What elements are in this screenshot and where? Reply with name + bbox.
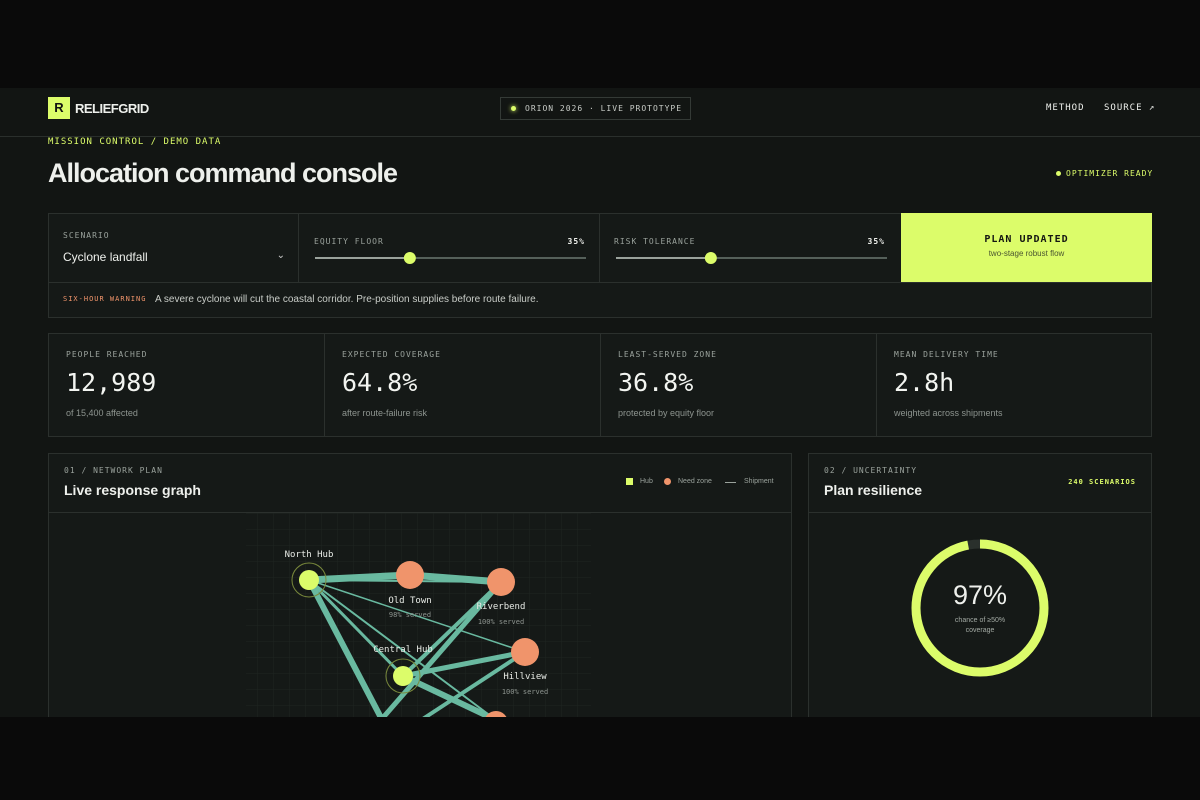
kpi-value: 12,989	[66, 368, 157, 397]
node-label: North Hub	[285, 550, 334, 560]
kpi-note: after route-failure risk	[342, 408, 428, 418]
node-note: 100% served	[478, 618, 524, 626]
slider-value: 35%	[567, 237, 585, 246]
kpi-label: PEOPLE REACHED	[66, 350, 148, 359]
chance-value: 97%	[952, 580, 1008, 610]
resilience-card	[808, 453, 1152, 753]
chevron: ⌄	[276, 250, 285, 261]
card-kicker: 01 / NETWORK PLAN	[64, 466, 163, 475]
chance-caption: chance of ≥50% coverage	[954, 617, 1006, 634]
kpi-note: weighted across shipments	[894, 408, 1003, 418]
edge	[400, 649, 528, 679]
edge	[307, 578, 405, 678]
node-label: Riverbend	[477, 602, 526, 612]
nav-link[interactable]: METHOD	[1046, 103, 1085, 113]
kpi-label: MEAN DELIVERY TIME	[894, 350, 999, 359]
divider	[600, 333, 601, 437]
status-text: ORION 2026 · LIVE PROTOTYPE	[525, 104, 683, 113]
edge	[407, 650, 527, 730]
kpi-note: of 15,400 affected	[66, 408, 138, 418]
control-label: EQUITY FLOOR	[314, 237, 384, 246]
plan-title: PLAN UPDATED	[984, 234, 1069, 245]
divider	[599, 213, 600, 282]
status-text: OPTIMIZER READY	[1066, 169, 1154, 178]
zone-node	[396, 561, 424, 589]
scenario-select[interactable]: Cyclone landfall ⌄	[63, 250, 285, 264]
logo: R	[48, 97, 70, 119]
status-dot	[511, 106, 516, 111]
kpi-note: protected by equity floor	[618, 408, 715, 418]
edge	[371, 579, 504, 731]
breadcrumb: MISSION CONTROL / DEMO DATA	[48, 137, 222, 147]
card-title: Live response graph	[64, 482, 201, 498]
slider-thumb[interactable]	[704, 252, 717, 264]
kpi-value: 36.8%	[618, 368, 694, 397]
card-title: Plan resilience	[824, 482, 923, 498]
legend-label: Hub	[640, 478, 653, 485]
optimizer-status: OPTIMIZER READY	[1056, 169, 1153, 178]
hub-halo	[385, 658, 421, 694]
zone-node	[487, 568, 515, 596]
legend-swatch	[725, 482, 736, 483]
control-label: RISK TOLERANCE	[614, 237, 696, 246]
hub-node	[393, 666, 413, 686]
slider[interactable]	[616, 250, 887, 266]
edge	[406, 571, 505, 586]
node-note: 100% served	[502, 688, 548, 696]
page-title: Allocation command console	[48, 158, 398, 188]
control-label: SCENARIO	[63, 231, 110, 240]
ring-arc	[911, 539, 1049, 677]
legend-swatch	[626, 478, 633, 485]
brand: RELIEFGRID	[75, 101, 149, 116]
status-pill: ORION 2026 · LIVE PROTOTYPE	[500, 97, 691, 120]
frame-top	[0, 0, 1200, 88]
kpi-label: LEAST-SERVED ZONE	[618, 350, 717, 359]
select-value: Cyclone landfall	[63, 250, 148, 264]
legend-label: Shipment	[744, 478, 774, 485]
edge	[308, 579, 497, 721]
frame-bottom	[0, 717, 1200, 800]
zone-node	[511, 638, 539, 666]
slider[interactable]	[315, 250, 586, 266]
divider	[324, 333, 325, 437]
node-note: 98% served	[389, 611, 431, 619]
divider	[298, 213, 299, 282]
kpi-value: 64.8%	[342, 368, 418, 397]
status-dot	[1056, 171, 1061, 176]
warning-tag: SIX-HOUR WARNING	[63, 295, 147, 303]
node-label: Hillview	[503, 672, 547, 682]
node-label: Old Town	[388, 596, 431, 606]
hub-node	[299, 570, 319, 590]
legend-swatch	[664, 478, 671, 485]
plan-status: PLAN UPDATED two-stage robust flow	[901, 213, 1152, 282]
slider-thumb[interactable]	[403, 252, 416, 264]
warning-text: A severe cyclone will cut the coastal co…	[155, 294, 539, 305]
divider	[808, 512, 1152, 513]
slider-value: 35%	[867, 237, 885, 246]
plan-subtitle: two-stage robust flow	[988, 249, 1065, 258]
divider	[48, 512, 792, 513]
legend-label: Need zone	[678, 478, 712, 485]
brand-accent: GRID	[118, 101, 149, 116]
nav-link[interactable]: SOURCE ↗	[1104, 103, 1156, 113]
scenario-badge: 240 SCENARIOS	[1068, 478, 1136, 486]
card-kicker: 02 / UNCERTAINTY	[824, 466, 918, 475]
kpi-label: EXPECTED COVERAGE	[342, 350, 441, 359]
divider	[876, 333, 877, 437]
edge	[308, 579, 526, 653]
edge	[306, 577, 392, 736]
edge	[401, 580, 503, 678]
hub-halo	[291, 562, 327, 598]
brand-text: RELIEF	[75, 101, 119, 116]
node-label: Central Hub	[373, 645, 433, 655]
resilience-ring	[911, 539, 1049, 677]
grid	[246, 513, 591, 753]
divider	[48, 282, 1152, 283]
header-divider	[0, 136, 1200, 137]
kpi-value: 2.8h	[894, 368, 955, 397]
